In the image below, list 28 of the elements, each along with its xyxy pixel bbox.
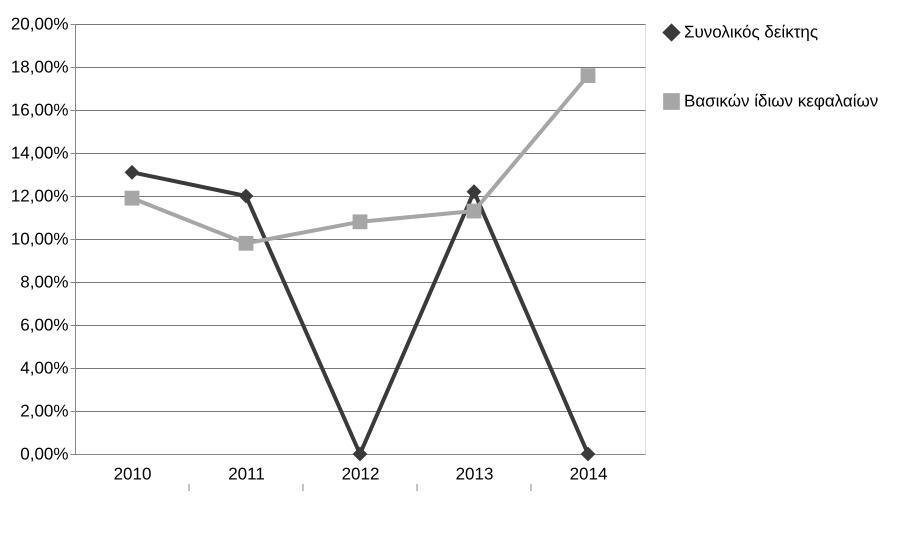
point	[124, 164, 140, 180]
point	[352, 214, 368, 230]
x-tick-label: 2013	[456, 464, 494, 484]
y-tick-label: 16,00%	[10, 100, 68, 120]
point	[580, 446, 596, 462]
x-tick-label: 2010	[114, 464, 152, 484]
y-tick-label: 20,00%	[10, 14, 68, 34]
y-tick-label: 2,00%	[20, 402, 68, 420]
y-tick-label: 18,00%	[10, 58, 68, 76]
y-tick-label: 10,00%	[10, 230, 68, 248]
legend-label: Βασικών ίδιων κεφαλαίων	[684, 92, 878, 110]
legend-label: Συνολικός δείκτης	[684, 22, 818, 42]
y-tick-label: 0,00%	[20, 444, 68, 464]
point	[352, 446, 368, 462]
point	[238, 236, 254, 251]
point	[466, 184, 482, 200]
y-tick-label: 14,00%	[10, 144, 68, 162]
point	[580, 68, 596, 84]
point	[238, 188, 254, 204]
x-tick-label: 2014	[570, 464, 608, 484]
point	[466, 204, 482, 218]
y-tick-label: 4,00%	[20, 358, 68, 378]
y-tick-label: 8,00%	[20, 272, 68, 292]
y-tick-label: 6,00%	[20, 316, 68, 334]
x-tick-label: 2012	[342, 464, 380, 484]
point	[124, 190, 140, 206]
x-tick-label: 2011	[228, 464, 265, 484]
y-tick-label: 12,00%	[10, 186, 68, 206]
